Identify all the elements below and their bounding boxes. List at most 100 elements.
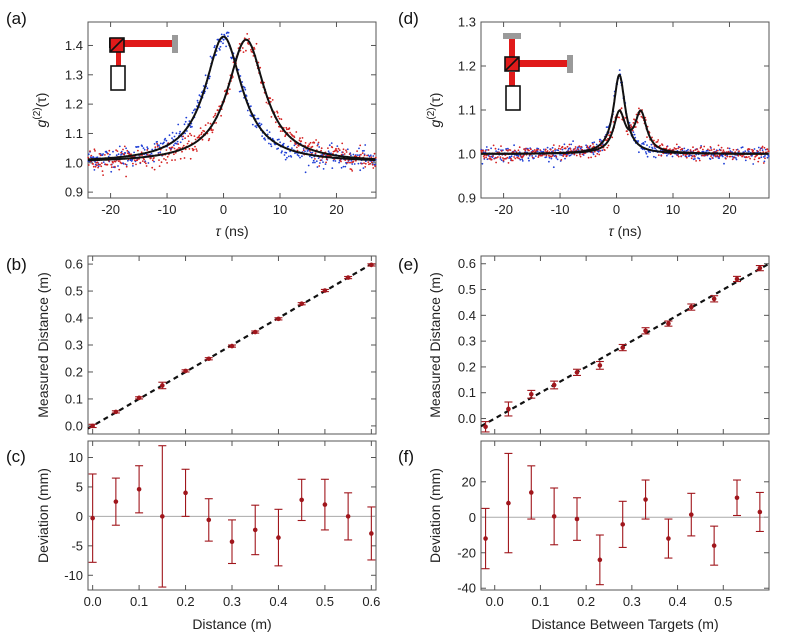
data-point bbox=[492, 144, 495, 147]
data-point bbox=[481, 162, 484, 165]
data-point bbox=[223, 90, 226, 93]
data-point bbox=[632, 131, 635, 134]
data-point bbox=[561, 148, 564, 151]
data-point bbox=[607, 144, 610, 147]
data-point bbox=[328, 144, 331, 147]
data-point bbox=[486, 158, 489, 161]
data-point bbox=[487, 154, 490, 157]
y-axis-label-arg: (τ) bbox=[427, 93, 443, 108]
data-point bbox=[269, 100, 272, 103]
y-tick-label: 0.6 bbox=[65, 257, 83, 272]
data-point bbox=[209, 75, 211, 78]
data-point bbox=[753, 158, 756, 161]
data-point bbox=[523, 148, 525, 151]
data-point bbox=[183, 368, 188, 374]
data-point bbox=[680, 155, 683, 158]
data-point bbox=[364, 144, 367, 146]
data-point bbox=[688, 512, 694, 517]
data-point bbox=[761, 145, 764, 148]
data-point bbox=[555, 155, 558, 158]
data-point bbox=[531, 156, 534, 159]
data-point bbox=[325, 161, 327, 164]
y-tick-label: 0.9 bbox=[458, 191, 476, 206]
data-point bbox=[252, 329, 258, 335]
chart-c: 0.0 0.1 0.2 0.3 0.4 0.5 0.6 -10 -5 0 5 10 Deviation … bbox=[35, 440, 380, 632]
data-point bbox=[702, 154, 705, 157]
data-point bbox=[117, 153, 120, 156]
data-point bbox=[601, 149, 604, 152]
data-point bbox=[114, 160, 117, 163]
data-point bbox=[253, 48, 256, 50]
data-point bbox=[287, 145, 290, 148]
data-point bbox=[598, 140, 601, 143]
data-point bbox=[164, 137, 167, 140]
data-point bbox=[345, 514, 351, 519]
data-point bbox=[219, 49, 221, 51]
error-bar-group bbox=[664, 320, 673, 327]
data-point bbox=[113, 409, 119, 415]
error-bar-group bbox=[755, 491, 764, 533]
x-tick-label: 0.4 bbox=[669, 594, 687, 609]
data-point bbox=[500, 159, 503, 162]
data-point bbox=[372, 155, 375, 157]
data-point bbox=[269, 97, 272, 100]
data-point bbox=[653, 139, 655, 142]
data-point bbox=[369, 162, 372, 165]
data-point bbox=[336, 150, 339, 153]
data-point bbox=[307, 145, 310, 148]
data-point bbox=[142, 147, 145, 150]
data-point bbox=[309, 150, 311, 152]
y-tick-label: 1.3 bbox=[65, 67, 83, 82]
error-bar-group bbox=[481, 421, 490, 433]
data-point bbox=[509, 149, 512, 152]
y-tick-label: 0.5 bbox=[458, 282, 476, 297]
data-point bbox=[370, 156, 373, 159]
y-tick-label: 1.4 bbox=[65, 38, 83, 53]
data-point bbox=[193, 135, 196, 138]
data-point bbox=[762, 162, 765, 164]
data-point bbox=[277, 147, 280, 150]
data-point bbox=[587, 146, 589, 149]
data-point bbox=[551, 382, 557, 388]
data-point bbox=[766, 148, 769, 151]
data-point bbox=[164, 159, 167, 161]
data-point bbox=[574, 147, 576, 150]
data-point bbox=[308, 143, 311, 146]
data-point bbox=[749, 157, 751, 160]
data-point bbox=[309, 141, 312, 144]
data-point bbox=[762, 151, 765, 153]
data-point bbox=[503, 158, 506, 160]
data-point bbox=[338, 161, 340, 164]
data-point bbox=[561, 154, 563, 157]
error-bar-group bbox=[181, 368, 190, 374]
y-tick-label: 1.0 bbox=[65, 155, 83, 170]
data-point bbox=[206, 517, 212, 523]
x-axis-label: τ (ns) bbox=[215, 223, 248, 239]
data-point bbox=[495, 161, 497, 164]
data-point bbox=[659, 144, 661, 147]
data-point bbox=[115, 154, 118, 157]
data-point bbox=[125, 175, 127, 178]
data-point bbox=[761, 147, 763, 149]
data-point bbox=[114, 165, 116, 168]
data-point bbox=[219, 45, 222, 48]
data-point bbox=[554, 150, 556, 152]
data-point bbox=[299, 137, 301, 140]
data-point bbox=[174, 159, 177, 161]
data-point bbox=[675, 143, 678, 146]
inset-setup-d-icon bbox=[503, 33, 573, 111]
data-point bbox=[548, 160, 550, 163]
data-point bbox=[669, 148, 671, 151]
data-point bbox=[222, 38, 225, 41]
data-point bbox=[269, 143, 272, 146]
error-bar-group bbox=[641, 327, 650, 335]
data-point bbox=[714, 155, 717, 158]
data-point bbox=[334, 160, 337, 162]
data-point bbox=[512, 151, 515, 154]
data-point bbox=[369, 154, 372, 157]
data-point bbox=[309, 151, 312, 154]
y-tick-label: 0.0 bbox=[65, 418, 83, 433]
data-point bbox=[626, 133, 629, 136]
data-point bbox=[492, 155, 494, 158]
data-point bbox=[214, 114, 216, 117]
